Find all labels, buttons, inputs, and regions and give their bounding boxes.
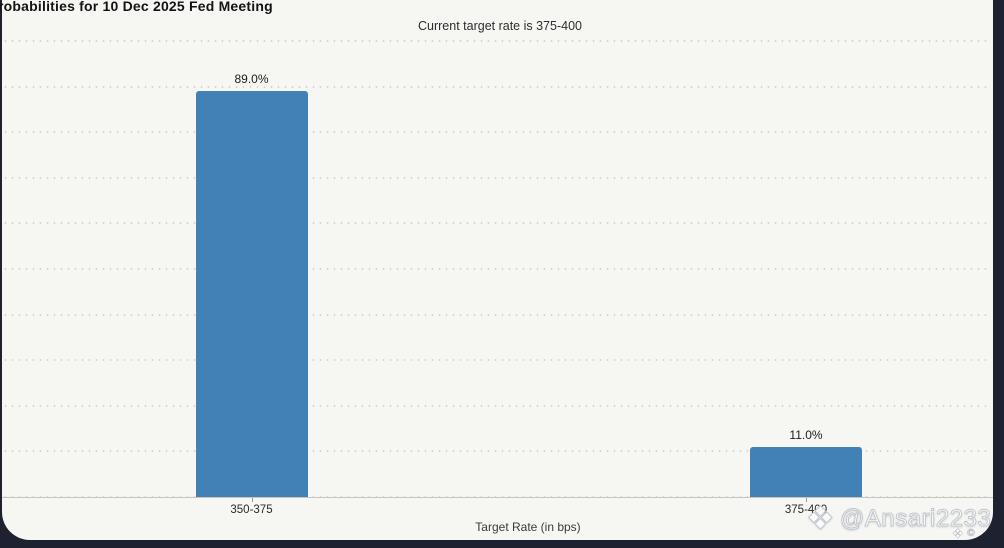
gridline (2, 450, 991, 453)
bar-value-label: 89.0% (234, 72, 269, 87)
gridline (2, 268, 991, 270)
bar-375-400 (750, 446, 862, 497)
x-axis-line (2, 497, 993, 498)
gridline (2, 176, 991, 179)
gridline (2, 359, 991, 362)
gridline (2, 85, 991, 88)
chart-title: robabilities for 10 Dec 2025 Fed Meeting (0, 0, 273, 14)
gridline (2, 404, 991, 407)
bar-value-label: 11.0% (789, 427, 823, 442)
gridline (2, 131, 991, 134)
gridline (2, 222, 991, 225)
bar-350-375 (195, 91, 308, 497)
x-tick-label: 375-400 (784, 504, 828, 516)
chart-subtitle: Current target rate is 375-400 (418, 19, 582, 33)
gridline (2, 40, 991, 42)
x-tick (251, 498, 253, 502)
gridline (2, 313, 991, 316)
x-tick (806, 498, 807, 502)
x-axis-title: Target Rate (in bps) (475, 520, 581, 534)
x-tick-label: 350-375 (230, 504, 273, 516)
